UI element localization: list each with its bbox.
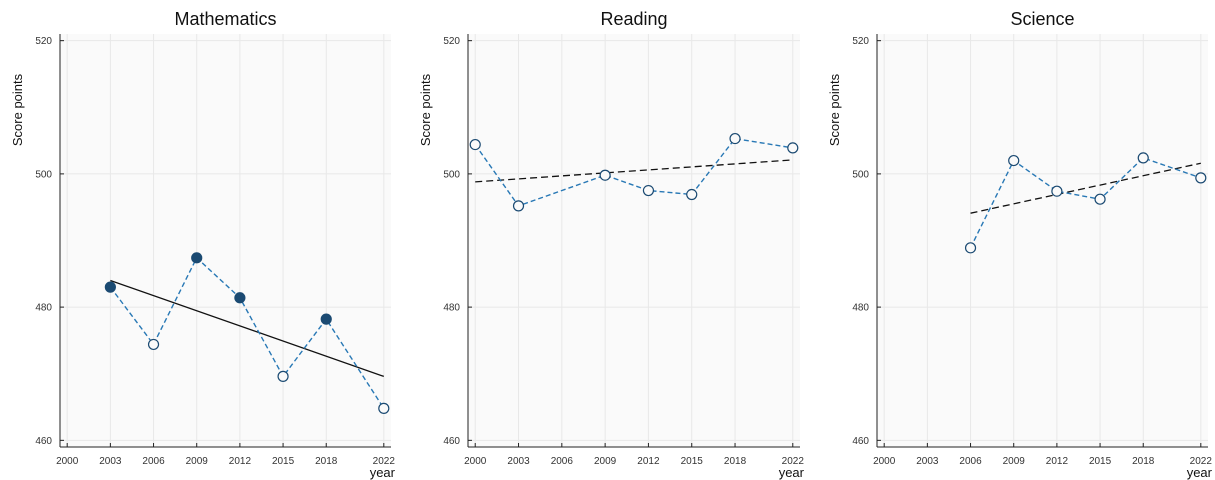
data-point [104,281,116,293]
x-tick-label: 2022 [373,456,396,467]
data-point [787,142,799,154]
trend-line [970,162,1201,214]
x-tick-label: 2009 [1003,456,1026,467]
x-tick-label: 2003 [99,456,122,467]
chart-panel-mathematics: 2000 2003 2006 2009 2012 2015 2018 2022 460 480 50… [10,9,396,480]
y-tick-label: 460 [852,436,869,447]
y-tick-label: 460 [35,436,52,447]
y-axis-label: Score points [10,73,25,146]
x-axis-label: year [370,465,396,480]
x-tick-label: 2015 [681,456,704,467]
trend-line [475,159,793,183]
x-tick-label: 2000 [873,456,896,467]
data-point [469,138,481,151]
data-point [277,370,289,382]
y-axis-label: Score points [418,73,433,146]
plot-area [468,34,800,447]
series-line [969,157,1202,249]
data-point [642,184,655,197]
x-tick-label: 2012 [637,456,660,467]
y-tick-label: 520 [443,36,460,47]
x-tick-label: 2000 [464,456,487,467]
plot-area [877,34,1208,447]
x-tick-label: 2018 [724,456,747,467]
data-point [512,200,525,212]
data-point [964,242,977,254]
y-axis-label: Score points [827,73,842,146]
x-tick-label: 2000 [56,456,79,467]
chart-panel-science: 2000 2003 2006 2009 2012 2015 2018 2022 460 480 50… [827,9,1213,480]
x-axis-label: year [1187,465,1213,480]
x-tick-label: 2018 [1132,456,1155,467]
chart-title: Reading [600,9,667,29]
x-tick-label: 2006 [959,456,982,467]
chart-title: Mathematics [174,9,276,29]
y-tick-label: 500 [35,169,52,180]
data-point [686,188,698,201]
x-tick-label: 2022 [782,456,805,467]
x-axis-label: year [779,465,805,480]
x-tick-label: 2009 [594,456,617,467]
chart-panel-reading: 2000 2003 2006 2009 2012 2015 2018 2022 460 480 50… [418,9,805,480]
data-point [1094,193,1106,205]
data-point [599,169,611,181]
trend-line [110,279,385,378]
y-tick-label: 480 [443,303,460,314]
x-tick-label: 2006 [551,456,574,467]
y-tick-label: 480 [852,303,869,314]
y-tick-label: 520 [35,36,52,47]
x-tick-label: 2012 [229,456,252,467]
x-tick-label: 2003 [916,456,939,467]
y-tick-label: 500 [443,169,460,180]
data-point [320,313,332,325]
data-point [147,338,160,351]
x-tick-label: 2015 [272,456,295,467]
y-tick-label: 500 [852,169,869,180]
x-tick-label: 2012 [1046,456,1069,467]
data-point [1051,185,1063,197]
data-point [1195,172,1207,184]
data-point [378,402,390,414]
x-tick-label: 2003 [507,456,530,467]
plot-area [60,34,391,447]
y-tick-label: 460 [443,436,460,447]
data-point [1137,152,1149,164]
x-tick-label: 2018 [315,456,338,467]
data-point [234,292,246,304]
x-tick-label: 2009 [186,456,209,467]
x-tick-label: 2006 [142,456,165,467]
chart-title: Science [1010,9,1074,29]
y-tick-label: 480 [35,303,52,314]
x-tick-label: 2015 [1089,456,1112,467]
data-point [1008,154,1020,167]
data-point [729,132,741,145]
x-tick-label: 2022 [1190,456,1213,467]
y-tick-label: 520 [852,36,869,47]
data-point [191,252,203,264]
